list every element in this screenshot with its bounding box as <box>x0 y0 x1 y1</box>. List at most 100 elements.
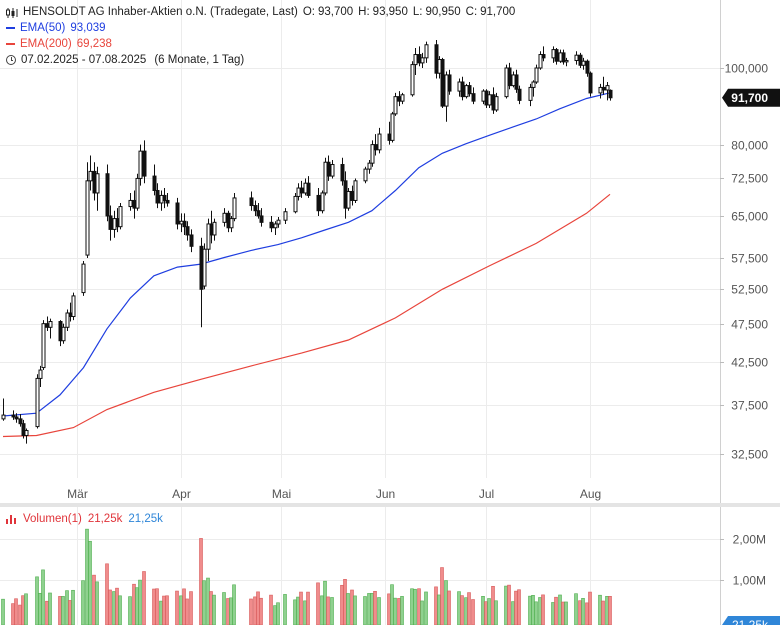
legend-ema200-row: EMA(200) 69,238 <box>6 36 520 52</box>
candle <box>370 140 375 167</box>
candle <box>229 215 234 233</box>
candle-body-up <box>346 190 351 209</box>
candle <box>299 180 304 198</box>
candle <box>320 190 325 214</box>
candle-body-down <box>182 220 187 228</box>
y-tick-label: 72,500 <box>731 172 768 186</box>
candle-body-up <box>534 67 539 83</box>
candle-body-down <box>517 88 522 101</box>
candle <box>202 243 207 290</box>
candle-body-down <box>185 226 190 236</box>
volume-bar <box>175 590 179 625</box>
candle-body-up <box>135 177 140 209</box>
volume-bars-icon <box>6 514 18 524</box>
candle <box>232 192 237 222</box>
candle <box>118 202 123 230</box>
candle-body-up <box>41 323 46 369</box>
candle <box>182 213 187 235</box>
candle-body-down <box>189 234 194 247</box>
volume-bar <box>35 576 39 625</box>
volume-bar <box>574 593 578 625</box>
candle-body-up <box>48 321 53 328</box>
volume-bar <box>387 593 391 625</box>
candle <box>330 159 335 179</box>
candle-body-down <box>316 194 321 212</box>
volume-bar <box>538 597 542 625</box>
close-value: 91,700 <box>480 6 516 18</box>
volume-bar <box>534 601 538 625</box>
candle <box>578 52 583 68</box>
candle-body-up <box>128 199 133 208</box>
legend-range-row: 07.02.2025 - 07.08.2025 (6 Monate, 1 Tag… <box>6 52 520 68</box>
volume-bar <box>276 602 280 625</box>
volume-bar <box>410 588 414 625</box>
candle <box>162 188 167 209</box>
candle <box>269 215 274 233</box>
candle <box>598 83 603 99</box>
candle-body-up <box>410 64 415 96</box>
volume-bar <box>269 594 273 625</box>
candle <box>71 292 76 321</box>
candlestick-icon <box>6 7 18 18</box>
legend-title-row: HENSOLDT AG Inhaber-Aktien o.N. (Tradega… <box>6 4 520 20</box>
candle-body-up <box>71 295 76 318</box>
volume-bar <box>581 598 585 625</box>
instrument-title: HENSOLDT AG Inhaber-Aktien o.N. (Tradega… <box>23 6 298 18</box>
candle <box>554 47 559 65</box>
candle-body-down <box>460 81 465 98</box>
volume-bar <box>58 596 62 625</box>
candle <box>494 92 499 112</box>
candle <box>561 49 566 65</box>
candle-body-up <box>85 180 90 256</box>
volume-bar <box>45 600 49 625</box>
volume-bar <box>491 585 495 625</box>
volume-bar <box>14 598 18 625</box>
candle-body-up <box>390 113 395 141</box>
volume-bar <box>24 593 28 625</box>
y-tick-label: 47,500 <box>731 318 768 332</box>
candle <box>189 229 194 253</box>
candle-body-up <box>81 263 86 294</box>
candle <box>585 59 590 77</box>
candle-body-up <box>574 54 579 62</box>
volume-bar <box>605 596 609 625</box>
volume-bar <box>232 584 236 625</box>
volume-bar <box>434 586 438 625</box>
candle-body-down <box>373 144 378 151</box>
volume-bar <box>259 597 263 625</box>
candle-body-up <box>118 206 123 228</box>
volume-bar <box>206 577 210 625</box>
candle-body-down <box>165 199 170 204</box>
candle <box>367 159 372 174</box>
volume-bar <box>588 591 592 625</box>
candle-body-down <box>440 59 445 107</box>
volume-panel: 2,00M 1,00M <box>0 528 766 625</box>
volume-bar <box>132 583 136 625</box>
volume-bar <box>152 588 156 625</box>
candle-body-up <box>65 312 70 328</box>
candle-body-up <box>24 430 29 436</box>
candle <box>142 140 147 184</box>
volume-bar <box>578 600 582 625</box>
volume-bar <box>199 538 203 625</box>
volume-bar <box>531 595 535 625</box>
candle <box>393 92 398 116</box>
volume-bar <box>303 600 307 625</box>
candle-body-up <box>353 180 358 201</box>
volume-bar <box>551 602 555 625</box>
volume-label: Volumen(1) <box>23 513 82 525</box>
volume-bar <box>471 599 475 625</box>
candle <box>61 323 66 344</box>
ema50-swatch <box>6 27 15 29</box>
candle <box>222 208 227 227</box>
volume-bar <box>1 598 5 625</box>
candle-body-down <box>434 44 439 74</box>
candle <box>21 419 26 439</box>
volume-bar <box>444 580 448 625</box>
low-label: L: <box>412 6 423 18</box>
volume-bar <box>558 594 562 625</box>
volume-bar <box>457 591 461 625</box>
candle <box>249 191 254 211</box>
candle <box>48 318 53 339</box>
candle-body-up <box>528 86 533 101</box>
